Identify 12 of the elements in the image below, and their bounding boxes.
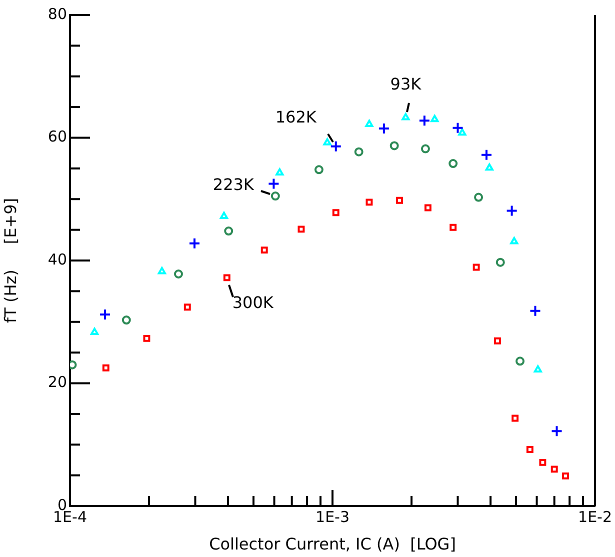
- series-label: 223K: [212, 175, 254, 194]
- series-label: 162K: [275, 108, 317, 126]
- series-label: 93K: [390, 74, 422, 94]
- x-tick-label: 1E-2: [578, 508, 612, 526]
- y-tick-label: 40: [48, 250, 67, 268]
- y-tick-label: 80: [48, 4, 67, 23]
- y-tick-label: 60: [48, 128, 67, 146]
- x-axis-title: Collector Current, IC (A) [LOG]: [209, 534, 456, 554]
- y-tick-label: 20: [48, 373, 67, 392]
- x-tick-label: 1E-3: [316, 508, 350, 526]
- series-label: 300K: [232, 292, 274, 312]
- y-axis-title: fT (Hz) [E+9]: [0, 198, 20, 324]
